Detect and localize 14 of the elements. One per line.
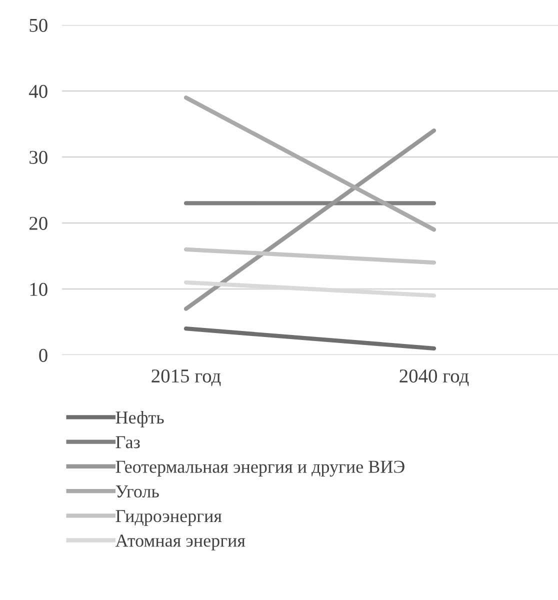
y-tick-label: 10: [30, 282, 48, 296]
x-tick-label: 2015 год: [152, 369, 221, 386]
legend-label: Геотермальная энергия и другие ВИЭ: [116, 460, 404, 477]
y-tick-label: 40: [29, 84, 48, 98]
x-tick-label: 2040 год: [400, 369, 469, 386]
y-tick-label: 30: [30, 150, 48, 164]
legend-label: Атомная энергия: [115, 534, 246, 550]
legend-label: Нефть: [116, 410, 164, 428]
y-tick-label: 50: [30, 18, 48, 32]
y-tick-label: 20: [30, 216, 48, 230]
legend-label: Газ: [116, 436, 140, 448]
y-tick-label: 0: [39, 348, 48, 362]
legend-label: Гидроэнергия: [116, 510, 222, 526]
legend-label: Уголь: [116, 486, 159, 498]
